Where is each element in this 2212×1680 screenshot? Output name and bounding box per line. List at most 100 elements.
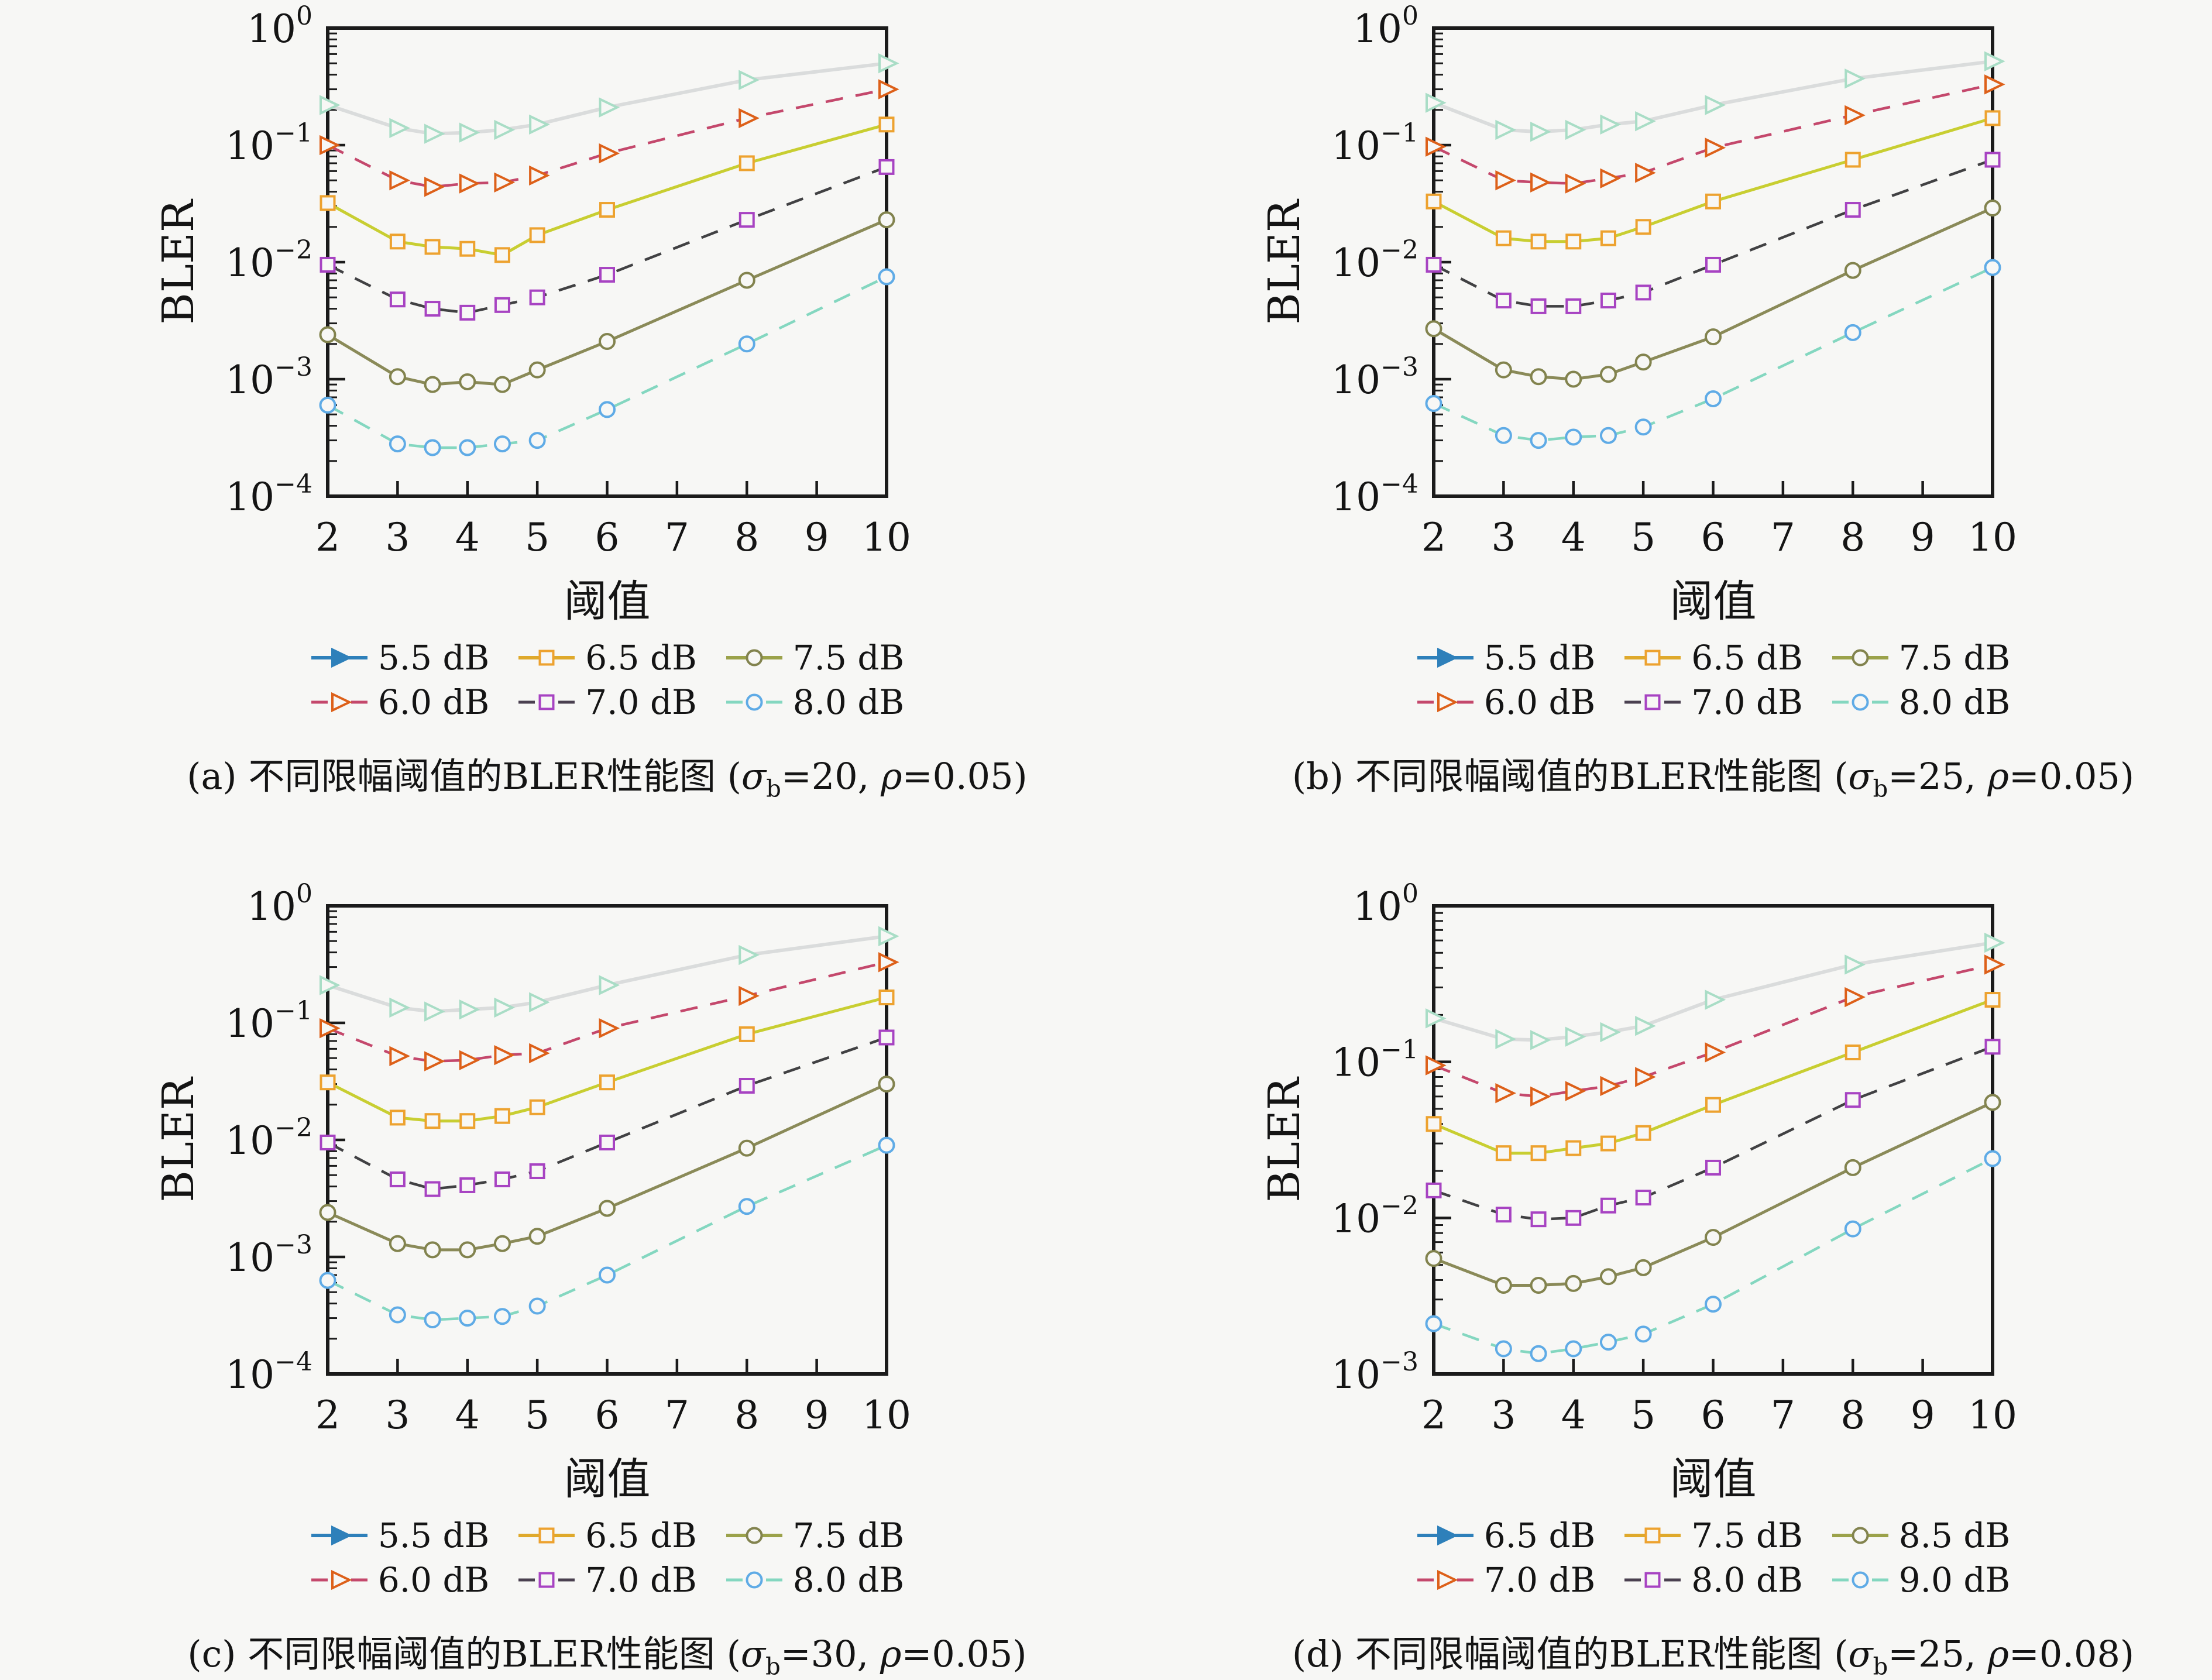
x-tick-label: 8 xyxy=(1840,1393,1865,1438)
x-tick-label: 3 xyxy=(385,515,410,560)
circle-marker-icon xyxy=(1634,1325,1652,1343)
series-markers-8.0 dB xyxy=(319,268,895,456)
legend-label: 7.0 dB xyxy=(1691,682,1803,722)
square-marker-icon xyxy=(1426,1116,1442,1132)
x-axis-tick-labels: 2 3 4 5 6 7 8 9 10 xyxy=(1421,1393,2017,1438)
series-line-8.5 dB xyxy=(1433,1101,1994,1287)
triangle-right-marker-icon xyxy=(1530,1030,1551,1050)
y-tick-label: 10−2 xyxy=(225,1113,312,1163)
legend-label: 7.0 dB xyxy=(585,682,697,722)
x-tick-label: 8 xyxy=(734,1393,759,1438)
circle-marker-icon xyxy=(1634,1259,1652,1276)
legend-b: 5.5 dB 6.5 dB 7.5 dB 6.0 dB 7.0 dB 8.0 dB xyxy=(1106,638,2212,722)
triangle-right-marker-icon xyxy=(331,1525,352,1546)
square-marker-icon xyxy=(529,1163,545,1180)
circle-marker-icon xyxy=(1599,366,1617,383)
triangle-right-marker-icon xyxy=(1530,122,1551,142)
legend-swatch-circle-icon xyxy=(726,649,782,666)
caption-sigma-value: =30, xyxy=(780,1633,880,1675)
triangle-right-marker-icon xyxy=(1565,119,1586,140)
square-marker-icon xyxy=(1705,193,1721,209)
series-markers-8.0 dB xyxy=(319,1136,895,1329)
circle-marker-icon xyxy=(1530,1345,1547,1362)
sigma-subscript: b xyxy=(1873,775,1888,803)
legend-item-8.0dB: 8.0 dB xyxy=(1623,1560,1803,1600)
legend-swatch-circle-icon xyxy=(726,693,782,711)
series-line-7.0 dB xyxy=(327,1036,887,1191)
circle-marker-icon xyxy=(878,268,895,286)
x-tick-label: 9 xyxy=(1911,515,1935,560)
square-marker-icon xyxy=(739,155,755,171)
x-tick-label: 10 xyxy=(862,515,911,560)
triangle-right-marker-icon xyxy=(389,997,410,1018)
x-axis-tick-labels: 2 3 4 5 6 7 8 9 10 xyxy=(1421,515,2017,560)
sigma-subscript: b xyxy=(1873,1653,1888,1680)
circle-marker-icon xyxy=(1425,320,1442,338)
square-marker-icon xyxy=(459,241,476,257)
square-marker-icon xyxy=(1845,1092,1861,1108)
circle-marker-icon xyxy=(528,432,546,449)
y-axis-ticks: 100 10−1 10−2 10−3 xyxy=(1331,879,1451,1397)
legend-swatch-circle-icon xyxy=(1832,693,1888,711)
sigma-symbol: σ xyxy=(1848,1633,1873,1675)
legend-swatch-square-icon xyxy=(518,1572,575,1588)
legend-swatch-triangle-icon xyxy=(311,647,367,668)
square-marker-icon xyxy=(1845,152,1861,168)
circle-marker-icon xyxy=(528,361,546,379)
y-tick-label: 10−1 xyxy=(225,118,312,169)
legend-item-7.5dB: 7.5 dB xyxy=(725,1516,904,1555)
legend-item-7.0dB: 7.0 dB xyxy=(1416,1560,1595,1600)
legend-label: 7.5 dB xyxy=(792,638,905,678)
circle-marker-icon xyxy=(1984,1150,2001,1167)
series-line-6.5 dB xyxy=(1433,116,1993,243)
triangle-right-marker-icon xyxy=(1984,932,2005,953)
circle-marker-icon xyxy=(746,1571,763,1589)
circle-marker-icon xyxy=(878,1136,895,1154)
series-line-7.0 dB xyxy=(327,166,887,314)
square-marker-icon xyxy=(459,1113,476,1129)
legend-item-6.0dB: 6.0 dB xyxy=(310,1560,489,1600)
chart-b: 2 3 4 5 6 7 8 9 10 100 10−1 10−2 10−3 10−4 BLER 阈值 xyxy=(1259,1,2017,627)
triangle-right-marker-icon xyxy=(424,123,445,144)
square-marker-icon xyxy=(389,1109,406,1126)
circle-marker-icon xyxy=(599,333,616,351)
square-marker-icon xyxy=(1984,1039,2001,1055)
rho-symbol: ρ xyxy=(1987,1633,2009,1675)
triangle-right-marker-icon xyxy=(739,944,760,966)
caption-title: 不同限幅阈值的BLER性能图 xyxy=(248,1633,715,1675)
square-marker-icon xyxy=(1600,230,1616,246)
square-marker-icon xyxy=(1565,1140,1582,1156)
triangle-right-marker-icon xyxy=(1530,1086,1551,1107)
legend-swatch-triangle-icon xyxy=(1417,1569,1473,1590)
circle-marker-icon xyxy=(493,1308,511,1325)
triangle-right-marker-icon xyxy=(494,1045,516,1066)
legend-item-6.5dB: 6.5 dB xyxy=(1416,1516,1595,1555)
legend-label: 5.5 dB xyxy=(377,1516,490,1555)
rho-symbol: ρ xyxy=(1987,755,2009,798)
legend-item-6.0dB: 6.0 dB xyxy=(310,682,489,722)
square-marker-icon xyxy=(389,1171,406,1187)
legend-label: 7.0 dB xyxy=(585,1560,697,1600)
triangle-right-marker-icon xyxy=(494,172,516,193)
legend-swatch-square-icon xyxy=(1624,694,1681,710)
triangle-right-marker-icon xyxy=(331,647,352,668)
x-tick-label: 9 xyxy=(805,515,829,560)
y-tick-label: 10−1 xyxy=(1331,1035,1418,1085)
y-tick-label: 100 xyxy=(1353,1,1418,51)
subplot-c: 2 3 4 5 6 7 8 9 10 100 10−1 10−2 10−3 10−4 BLER 阈值 5.5 … xyxy=(0,878,1106,1680)
triangle-right-marker-icon xyxy=(1984,954,2005,975)
legend-swatch-circle-icon xyxy=(1832,649,1888,666)
caption-paren: ( xyxy=(1822,1633,1849,1675)
triangle-right-marker-icon xyxy=(1635,1067,1656,1087)
triangle-right-marker-icon xyxy=(320,135,341,156)
series-line-8.0 dB xyxy=(1433,1045,1993,1221)
circle-marker-icon xyxy=(1844,1220,1861,1238)
square-marker-icon xyxy=(739,1078,755,1094)
caption-title: 不同限幅阈值的BLER性能图 xyxy=(1355,1633,1823,1675)
x-tick-label: 4 xyxy=(1561,1393,1586,1438)
y-axis-label: BLER xyxy=(153,1076,204,1203)
circle-marker-icon xyxy=(1565,1274,1582,1292)
x-tick-label: 2 xyxy=(315,1393,340,1438)
x-tick-label: 2 xyxy=(1421,515,1446,560)
circle-marker-icon xyxy=(528,1297,546,1315)
